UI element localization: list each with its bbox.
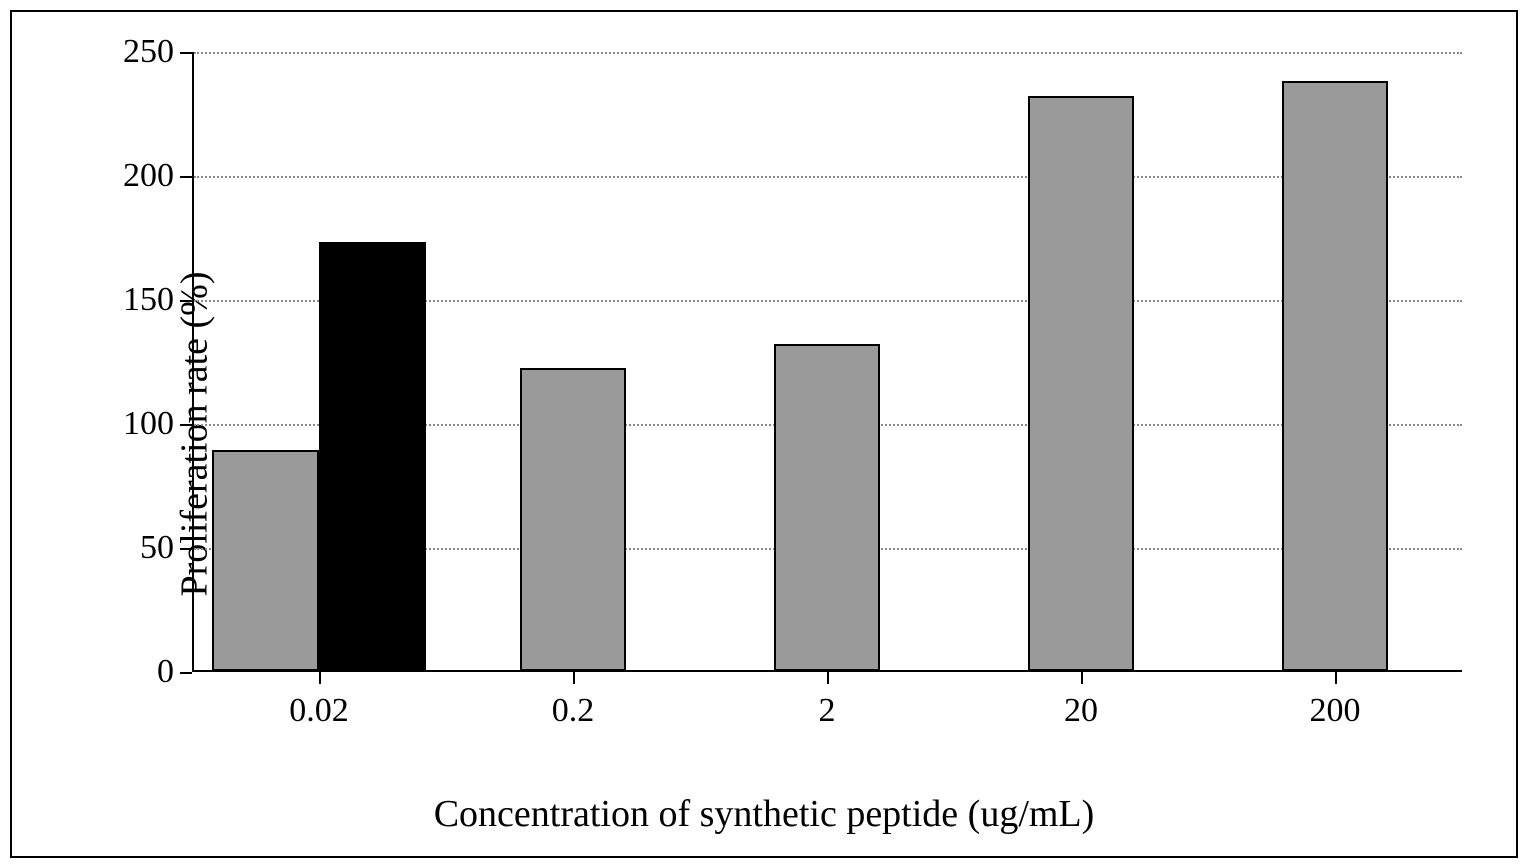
gridline [194,52,1462,54]
gridline [194,176,1462,178]
ytick-label: 0 [157,653,192,691]
ytick-label: 100 [123,405,192,443]
ytick-label: 250 [123,33,192,71]
x-axis-label: Concentration of synthetic peptide (ug/m… [434,792,1095,836]
bar-chart: Proliferation rate (%) Concentration of … [12,12,1516,856]
xtick-label: 2 [819,672,836,730]
xtick-label: 20 [1064,672,1098,730]
ytick-label: 150 [123,281,192,319]
xtick-label: 200 [1310,672,1361,730]
bar [1028,96,1135,671]
bar [1282,81,1389,671]
xtick-label: 0.02 [289,672,349,730]
xtick-label: 0.2 [552,672,595,730]
bar [212,450,319,671]
ytick-label: 200 [123,157,192,195]
y-axis [192,52,194,672]
bar [520,368,627,671]
bar [319,242,426,671]
plot-area: 0501001502002500.020.2220200 [192,52,1462,672]
chart-frame: Proliferation rate (%) Concentration of … [10,10,1518,858]
bar [774,344,881,671]
ytick-label: 50 [140,529,192,567]
